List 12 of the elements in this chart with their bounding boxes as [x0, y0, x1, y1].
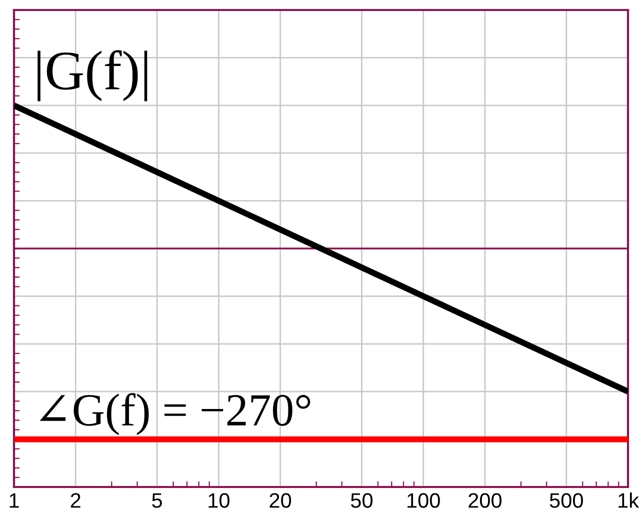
series-label: |G(f)| — [38, 50, 148, 102]
x-tick-label: 200 — [468, 493, 502, 508]
x-tick-label: 50 — [350, 493, 372, 508]
x-tick-label: 5 — [152, 493, 162, 508]
x-tick-label: 10 — [208, 493, 230, 508]
series-label: ∠G(f) = −270° — [40, 393, 310, 436]
x-tick-label: 100 — [408, 493, 440, 508]
x-tick-label: 2 — [70, 493, 80, 508]
x-tick-label: 1 — [10, 493, 19, 508]
x-tick-label: 1k — [618, 492, 640, 508]
x-tick-label: 500 — [550, 493, 583, 508]
x-tick-label: 20 — [270, 493, 292, 508]
